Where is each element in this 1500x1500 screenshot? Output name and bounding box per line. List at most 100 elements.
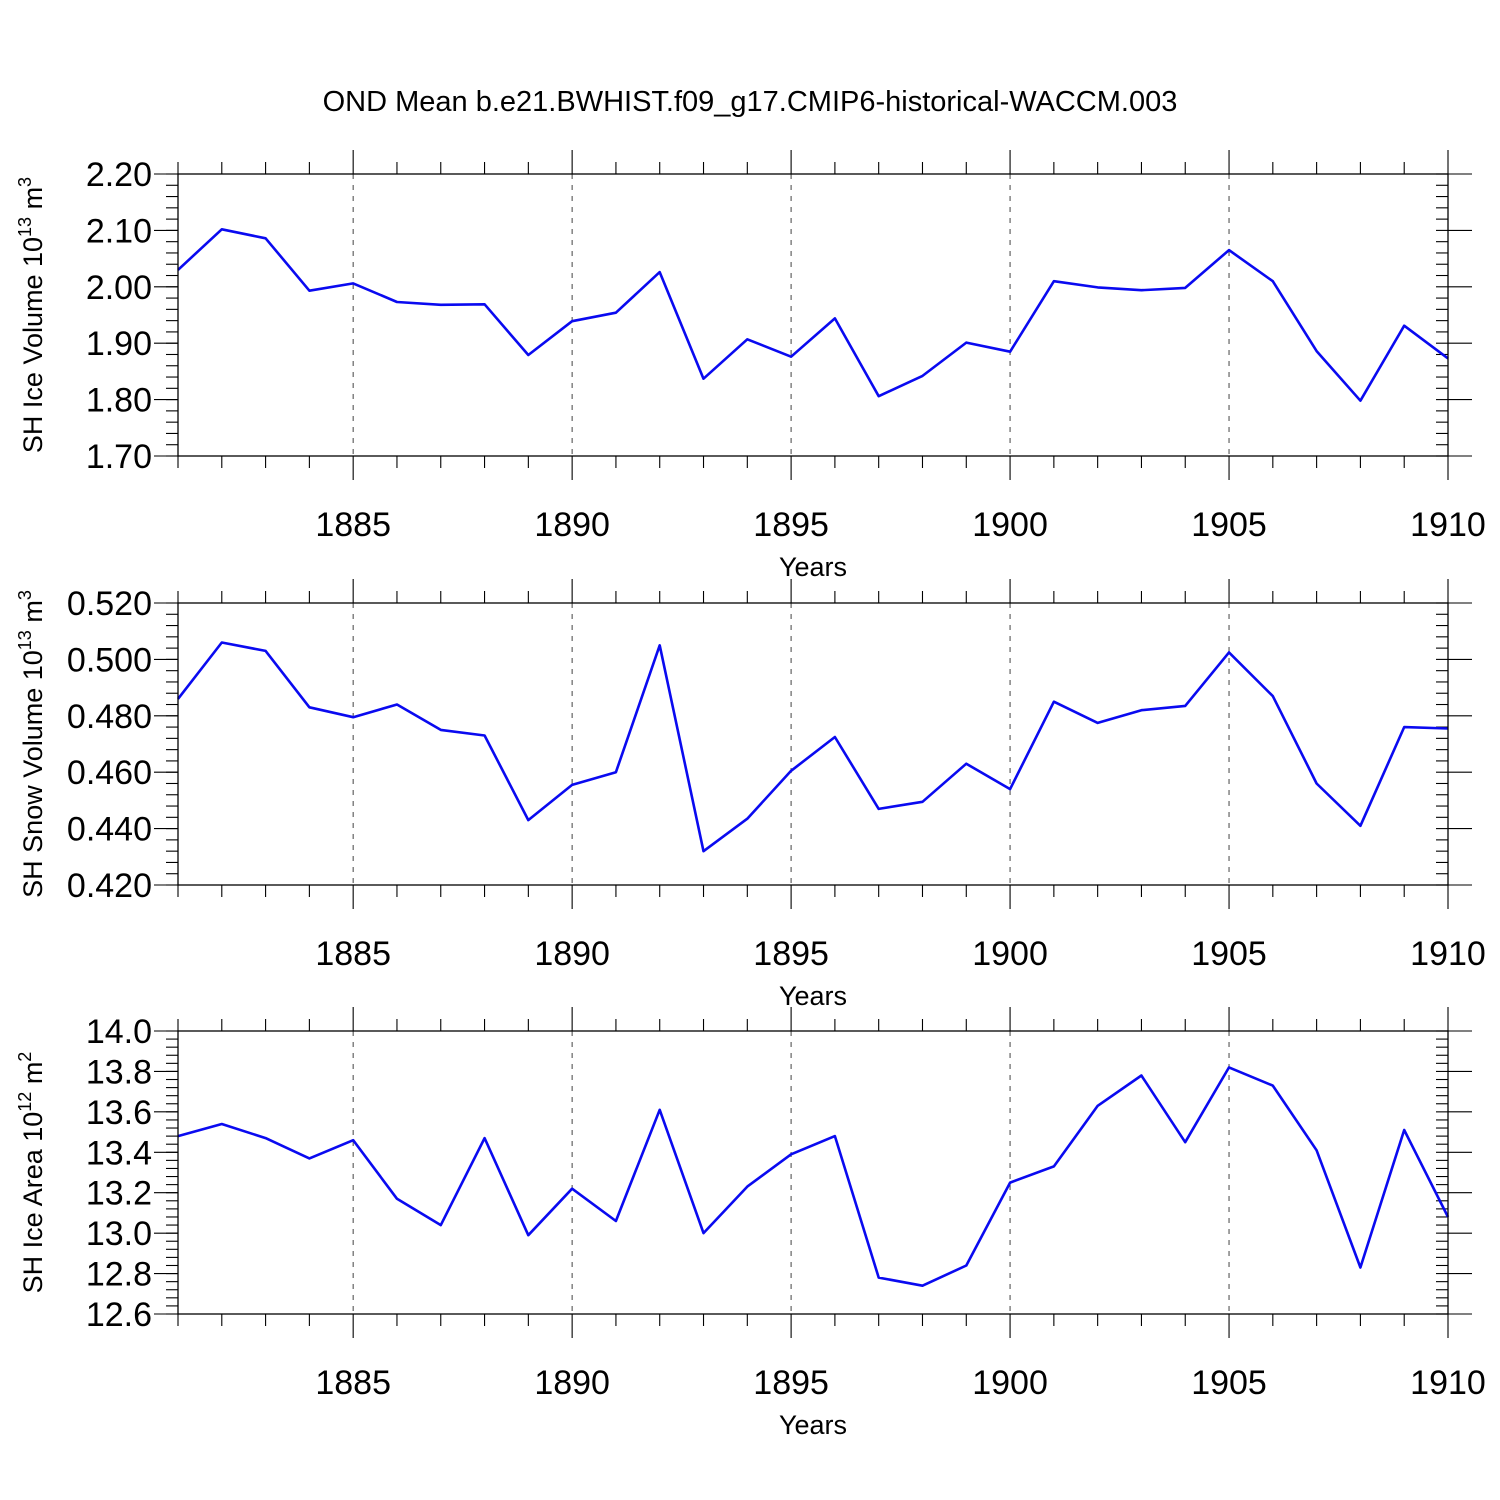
data-point-1896: [832, 734, 838, 740]
y-tick-label: 13.2: [86, 1175, 152, 1213]
y-tick-label: 2.00: [86, 269, 152, 307]
y-axis-title-unit-exponent: 3: [15, 590, 35, 600]
data-point-1890: [569, 1186, 575, 1192]
data-point-1900: [1007, 1180, 1013, 1186]
data-point-1884: [306, 1155, 312, 1161]
data-point-1885: [350, 280, 356, 286]
data-point-1889: [525, 352, 531, 358]
x-tick-label: 1885: [315, 1364, 391, 1402]
y-axis-title-unit: m: [18, 1062, 48, 1092]
data-point-1900: [1007, 349, 1013, 355]
y-axis-title-exponent: 13: [15, 217, 35, 237]
data-point-1901: [1051, 699, 1057, 705]
data-point-1907: [1314, 780, 1320, 786]
data-point-1900: [1007, 786, 1013, 792]
y-axis-title-unit-exponent: 3: [15, 177, 35, 187]
data-point-1888: [482, 733, 488, 739]
data-point-1907: [1314, 348, 1320, 354]
chart-title: OND Mean b.e21.BWHIST.f09_g17.CMIP6-hist…: [323, 86, 1178, 118]
y-axis-title-unit: m: [18, 187, 48, 217]
data-point-1882: [219, 1121, 225, 1127]
data-point-1884: [306, 288, 312, 294]
data-point-1891: [613, 310, 619, 316]
x-tick-label: 1910: [1410, 935, 1486, 973]
data-point-1899: [963, 761, 969, 767]
x-axis-title: Years: [779, 981, 847, 1011]
panel-snow-volume: 0.420 0.440 0.460 0.480 0.500 0.520 1885 1890 18…: [15, 579, 1486, 1011]
y-tick-label: 0.480: [67, 698, 152, 736]
data-point-1897: [876, 393, 882, 399]
data-point-1908: [1357, 823, 1363, 829]
data-point-1893: [701, 848, 707, 854]
y-tick-label: 2.10: [86, 212, 152, 250]
data-point-1903: [1138, 1072, 1144, 1078]
data-point-1909: [1401, 1127, 1407, 1133]
data-point-1891: [613, 1218, 619, 1224]
data-point-1896: [832, 1133, 838, 1139]
data-point-1890: [569, 782, 575, 788]
y-tick-label: 0.420: [67, 867, 152, 905]
data-point-1908: [1357, 1265, 1363, 1271]
data-point-1885: [350, 1137, 356, 1143]
y-tick-label: 1.70: [86, 438, 152, 476]
y-tick-label: 13.6: [86, 1094, 152, 1132]
data-point-1883: [263, 648, 269, 654]
data-point-1905: [1226, 649, 1232, 655]
y-axis-title-exponent: 13: [15, 630, 35, 650]
data-point-1898: [919, 373, 925, 379]
y-axis-title-unit-exponent: 2: [15, 1052, 35, 1062]
data-point-1902: [1095, 1103, 1101, 1109]
data-point-1906: [1270, 278, 1276, 284]
data-point-1886: [394, 702, 400, 708]
data-point-1887: [438, 727, 444, 733]
y-tick-label: 13.4: [86, 1134, 152, 1172]
y-tick-label: 0.500: [67, 641, 152, 679]
y-axis-title-text: SH Ice Area 10: [18, 1112, 48, 1294]
x-tick-label: 1905: [1191, 1364, 1267, 1402]
panel-ice-volume: 1.70 1.80 1.90 2.00 2.10 2.20 1885 1890 1895 1900…: [15, 150, 1486, 582]
series-line-ice-volume: [177, 228, 1449, 403]
y-tick-label: 1.90: [86, 325, 152, 363]
x-tick-label: 1885: [315, 935, 391, 973]
data-point-1887: [438, 1222, 444, 1228]
data-point-1895: [788, 354, 794, 360]
data-point-1908: [1357, 398, 1363, 404]
data-point-1895: [788, 1151, 794, 1157]
y-tick-label: 0.520: [67, 585, 152, 623]
data-point-1895: [788, 768, 794, 774]
y-tick-label: 13.0: [86, 1215, 152, 1253]
data-point-1909: [1401, 323, 1407, 329]
x-tick-label: 1885: [315, 506, 391, 544]
x-tick-label: 1910: [1410, 506, 1486, 544]
data-point-1893: [701, 376, 707, 382]
data-point-1892: [657, 1107, 663, 1113]
data-point-1882: [219, 226, 225, 232]
chart-panels: 1.70 1.80 1.90 2.00 2.10 2.20 1885 1890 1895 1900…: [15, 150, 1486, 1440]
plot-frame: [177, 173, 1449, 457]
data-point-1905: [1226, 1064, 1232, 1070]
data-point-1890: [569, 318, 575, 324]
y-axis-title-unit: m: [18, 600, 48, 630]
data-point-1894: [744, 1184, 750, 1190]
data-point-1904: [1182, 285, 1188, 291]
data-point-1886: [394, 299, 400, 305]
data-point-1903: [1138, 707, 1144, 713]
data-point-1889: [525, 817, 531, 823]
data-point-1885: [350, 714, 356, 720]
y-tick-label: 12.6: [86, 1296, 152, 1334]
data-point-1904: [1182, 703, 1188, 709]
data-point-1894: [744, 816, 750, 822]
x-tick-label: 1890: [534, 1364, 610, 1402]
y-tick-label: 2.20: [86, 156, 152, 194]
x-tick-label: 1895: [753, 506, 829, 544]
data-point-1902: [1095, 720, 1101, 726]
data-point-1896: [832, 315, 838, 321]
data-point-1905: [1226, 247, 1232, 253]
data-point-1897: [876, 806, 882, 812]
data-point-1888: [482, 301, 488, 307]
plot-frame: [177, 1030, 1449, 1315]
data-point-1904: [1182, 1139, 1188, 1145]
data-point-1906: [1270, 693, 1276, 699]
y-tick-label: 13.8: [86, 1053, 152, 1091]
